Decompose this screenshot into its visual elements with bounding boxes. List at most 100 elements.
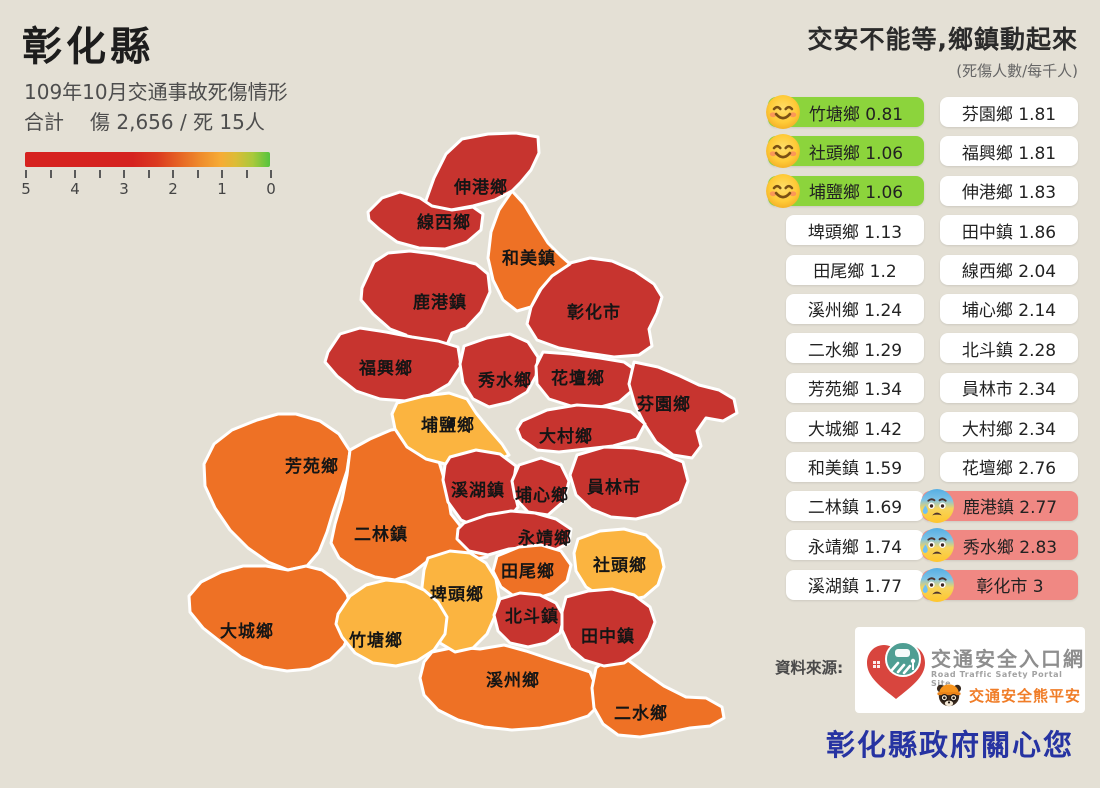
smiling-face-icon <box>766 95 800 129</box>
map-label-竹塘鄉: 竹塘鄉 <box>348 630 403 651</box>
page-title: 彰化縣 <box>22 24 154 70</box>
map-label-彰化市: 彰化市 <box>567 302 621 323</box>
map-region-秀水鄉 <box>458 332 540 409</box>
township-pill: 埔心鄉 2.14 <box>940 293 1078 324</box>
road-safety-portal-logo-icon <box>867 641 925 699</box>
township-pill: 二水鄉 1.29 <box>786 333 924 364</box>
ranking-row-二水鄉: 二水鄉 1.29 <box>768 333 924 364</box>
ranking-row-溪州鄉: 溪州鄉 1.24 <box>768 293 924 324</box>
township-pill: 伸港鄉 1.83 <box>940 175 1078 206</box>
portal-name: 交通安全入口網 <box>931 647 1085 671</box>
map-region-北斗鎮 <box>492 591 566 649</box>
map-label-田尾鄉: 田尾鄉 <box>501 561 555 582</box>
township-pill: 大村鄉 2.34 <box>940 412 1078 443</box>
legend-tick <box>245 170 248 178</box>
legend-tick <box>123 170 125 178</box>
township-pill: 員林市 2.34 <box>940 372 1078 403</box>
map-label-田中鎮: 田中鎮 <box>581 626 635 647</box>
township-pill: 田尾鄉 1.2 <box>786 254 924 285</box>
legend-tick <box>172 170 174 178</box>
map-region-二水鄉 <box>590 653 726 739</box>
ranking-row-竹塘鄉: 竹塘鄉 0.81 <box>766 95 924 129</box>
map-label-溪州鄉: 溪州鄉 <box>486 670 540 691</box>
map-region-伸港鄉 <box>422 131 541 212</box>
map-label-社頭鄉: 社頭鄉 <box>592 555 647 576</box>
map-region-溪州鄉 <box>418 643 602 732</box>
legend-gradient-bar <box>25 152 270 167</box>
legend-tick <box>25 170 27 178</box>
legend-tick-label: 5 <box>21 180 31 198</box>
township-pill: 溪湖鎮 1.77 <box>786 569 924 600</box>
ranking-row-芳苑鄉: 芳苑鄉 1.34 <box>768 372 924 403</box>
map-label-大城鄉: 大城鄉 <box>220 621 274 642</box>
map-region-線西鄉 <box>366 190 485 251</box>
ranking-row-北斗鎮: 北斗鎮 2.28 <box>922 333 1078 364</box>
total-label: 合計 <box>24 110 64 134</box>
legend-tick-label: 3 <box>119 180 129 198</box>
map-label-福興鄉: 福興鄉 <box>358 358 413 379</box>
government-footer: 彰化縣政府關心您 <box>825 728 1074 762</box>
legend-tick <box>221 170 223 178</box>
township-pill: 二林鎮 1.69 <box>786 490 924 521</box>
map-label-花壇鄉: 花壇鄉 <box>551 368 605 389</box>
township-pill: 和美鎮 1.59 <box>786 451 924 482</box>
township-pill: 埤頭鄉 1.13 <box>786 215 924 246</box>
legend-tick-label: 1 <box>217 180 227 198</box>
map-region-竹塘鄉 <box>334 578 449 668</box>
map-label-和美鎮: 和美鎮 <box>502 248 556 269</box>
legend-tick <box>98 170 101 178</box>
ranking-row-埔心鄉: 埔心鄉 2.14 <box>922 293 1078 324</box>
map-region-大村鄉 <box>515 403 647 454</box>
ranking-row-彰化市: 彰化市 3 <box>920 567 1078 602</box>
map-label-永靖鄉: 永靖鄉 <box>517 528 572 549</box>
ranking-row-秀水鄉: 秀水鄉 2.83 <box>920 528 1078 563</box>
township-pill: 芬園鄉 1.81 <box>940 97 1078 127</box>
legend-tick <box>196 170 199 178</box>
legend-tick <box>74 170 76 178</box>
township-pill: 芳苑鄉 1.34 <box>786 372 924 403</box>
map-label-員林市: 員林市 <box>586 477 641 498</box>
map-region-員林市 <box>568 445 690 521</box>
map-region-田尾鄉 <box>491 543 573 601</box>
ranking-row-伸港鄉: 伸港鄉 1.83 <box>922 175 1078 206</box>
ranking-row-大城鄉: 大城鄉 1.42 <box>768 412 924 443</box>
map-label-溪湖鎮: 溪湖鎮 <box>451 480 505 501</box>
legend-tick <box>49 170 52 178</box>
safety-bear-text: 交通安全熊平安 <box>969 686 1082 705</box>
portal-subtitle: Road Traffic Safety Portal Site <box>931 670 1063 688</box>
map-label-二水鄉: 二水鄉 <box>614 703 668 724</box>
source-label: 資料來源: <box>775 659 844 677</box>
anxious-face-icon <box>920 488 954 523</box>
legend-tick-labels: 5 4 3 2 1 0 <box>21 180 276 198</box>
map-label-二林鎮: 二林鎮 <box>354 524 408 545</box>
ranking-row-田中鎮: 田中鎮 1.86 <box>922 215 1078 246</box>
ranking-row-埔鹽鄉: 埔鹽鄉 1.06 <box>766 173 924 208</box>
casualty-total-line: 合計 傷 2,656 / 死 15人 <box>24 106 265 135</box>
safety-bear-icon <box>936 684 962 707</box>
ranking-row-和美鎮: 和美鎮 1.59 <box>768 451 924 482</box>
ranking-row-埤頭鄉: 埤頭鄉 1.13 <box>768 215 924 246</box>
map-region-福興鄉 <box>323 326 463 403</box>
total-value: 傷 2,656 / 死 15人 <box>90 110 265 134</box>
map-label-大村鄉: 大村鄉 <box>539 426 593 447</box>
map-label-北斗鎮: 北斗鎮 <box>505 606 559 627</box>
ranking-row-花壇鄉: 花壇鄉 2.76 <box>922 451 1078 482</box>
legend-tick-label: 4 <box>70 180 80 198</box>
unit-note: (死傷人數/每千人) <box>956 62 1078 80</box>
township-pill: 北斗鎮 2.28 <box>940 333 1078 364</box>
ranking-row-二林鎮: 二林鎮 1.69 <box>768 490 924 521</box>
legend-tick-label: 0 <box>266 180 276 198</box>
map-region-芳苑鄉 <box>202 412 352 572</box>
map-label-芳苑鄉: 芳苑鄉 <box>285 456 339 477</box>
township-pill: 花壇鄉 2.76 <box>940 451 1078 482</box>
campaign-headline: 交安不能等,鄉鎮動起來 <box>807 25 1078 54</box>
township-pill: 溪州鄉 1.24 <box>786 293 924 324</box>
smiling-face-icon <box>766 134 800 169</box>
map-region-社頭鄉 <box>572 527 666 603</box>
safety-bear-row: 交通安全熊平安 <box>935 682 1081 708</box>
map-label-鹿港鎮: 鹿港鎮 <box>413 292 467 313</box>
map-region-鹿港鎮 <box>359 249 492 355</box>
legend-tick-label: 2 <box>168 180 178 198</box>
township-pill: 大城鄉 1.42 <box>786 412 924 443</box>
ranking-row-田尾鄉: 田尾鄉 1.2 <box>768 254 924 285</box>
